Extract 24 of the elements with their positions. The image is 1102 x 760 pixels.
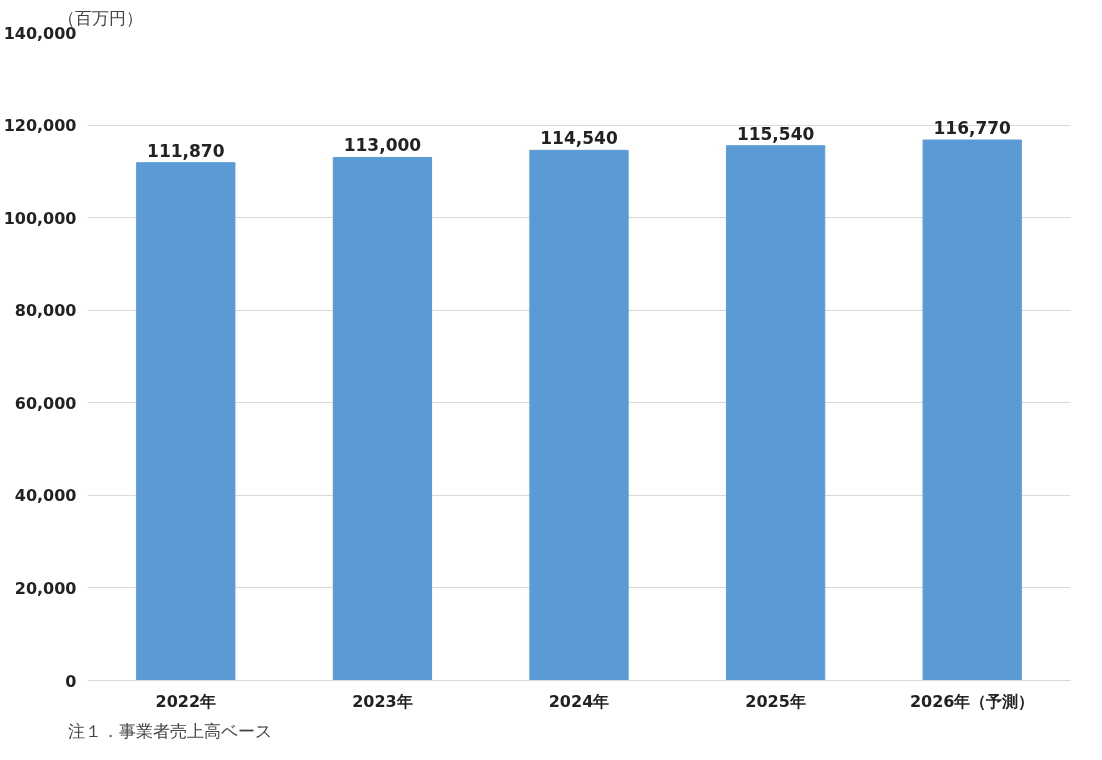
text: 注１．事業者売上高ベース: [67, 720, 272, 741]
y-tick-label: 80,000: [14, 301, 77, 321]
y-tick-label: 100,000: [3, 208, 77, 228]
data-label: 115,540: [736, 123, 815, 144]
data-label: 114,540: [540, 128, 618, 149]
x-tick-label: 2026年（予測）: [909, 691, 1035, 711]
x-tick-label: 2023年: [352, 691, 413, 711]
bar: [332, 156, 433, 681]
data-label: 116,770: [933, 118, 1012, 139]
data-label: 111,870: [147, 140, 225, 161]
y-tick-label: 40,000: [14, 486, 77, 506]
y-tick-label: 60,000: [14, 393, 77, 413]
data-label: 113,000: [343, 135, 422, 156]
x-tick-label: 2025年: [745, 691, 806, 711]
bar: [136, 162, 236, 681]
y-tick-label: 20,000: [14, 578, 77, 598]
y-axis-title: （百万円）: [57, 7, 143, 28]
x-tick-label: 2022年: [155, 691, 217, 711]
bar: [529, 149, 629, 681]
y-tick-label: 0: [65, 671, 77, 691]
bar: [725, 145, 826, 681]
y-tick-label: 120,000: [3, 116, 77, 136]
bar: [922, 139, 1022, 681]
x-tick-label: 2024年: [548, 691, 610, 711]
